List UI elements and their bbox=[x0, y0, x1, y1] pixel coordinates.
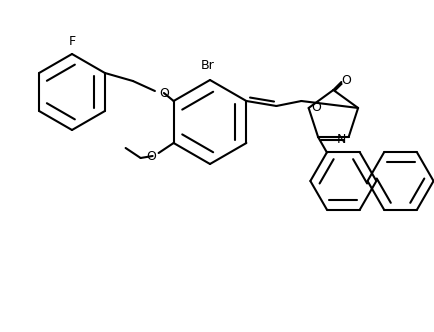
Text: F: F bbox=[68, 35, 76, 48]
Text: O: O bbox=[341, 73, 350, 87]
Text: Br: Br bbox=[201, 59, 214, 72]
Text: O: O bbox=[145, 149, 155, 162]
Text: N: N bbox=[335, 132, 345, 145]
Text: O: O bbox=[311, 102, 321, 115]
Text: O: O bbox=[158, 87, 168, 100]
